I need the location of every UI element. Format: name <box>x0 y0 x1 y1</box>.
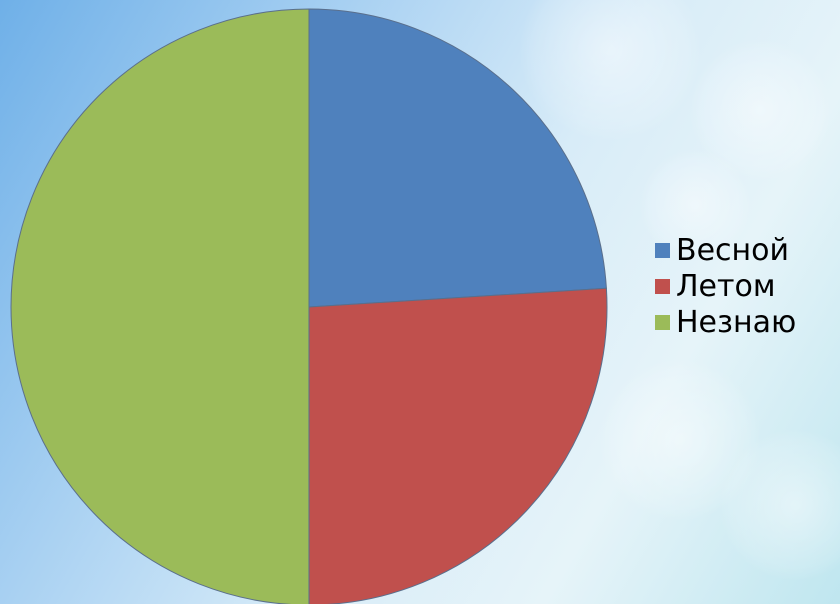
bokeh-light <box>520 0 700 140</box>
legend-item-letom: Летом <box>655 268 796 304</box>
bokeh-light <box>720 430 840 580</box>
slice-vesnoy <box>308 8 607 308</box>
legend-swatch <box>655 314 670 330</box>
legend-item-neznayu: Незнаю <box>655 304 796 340</box>
slice-letom <box>308 287 608 604</box>
legend-item-vesnoy: Весной <box>655 232 796 268</box>
bokeh-light <box>690 40 830 180</box>
legend-label: Незнаю <box>676 304 797 340</box>
legend-swatch <box>655 242 670 258</box>
legend-swatch <box>655 278 670 294</box>
bokeh-light <box>600 360 760 520</box>
legend-label: Весной <box>676 232 789 268</box>
slice-neznayu <box>10 8 310 604</box>
bokeh-light <box>640 150 750 260</box>
legend-label: Летом <box>676 268 776 304</box>
chart-legend: Весной Летом Незнаю <box>655 232 796 340</box>
